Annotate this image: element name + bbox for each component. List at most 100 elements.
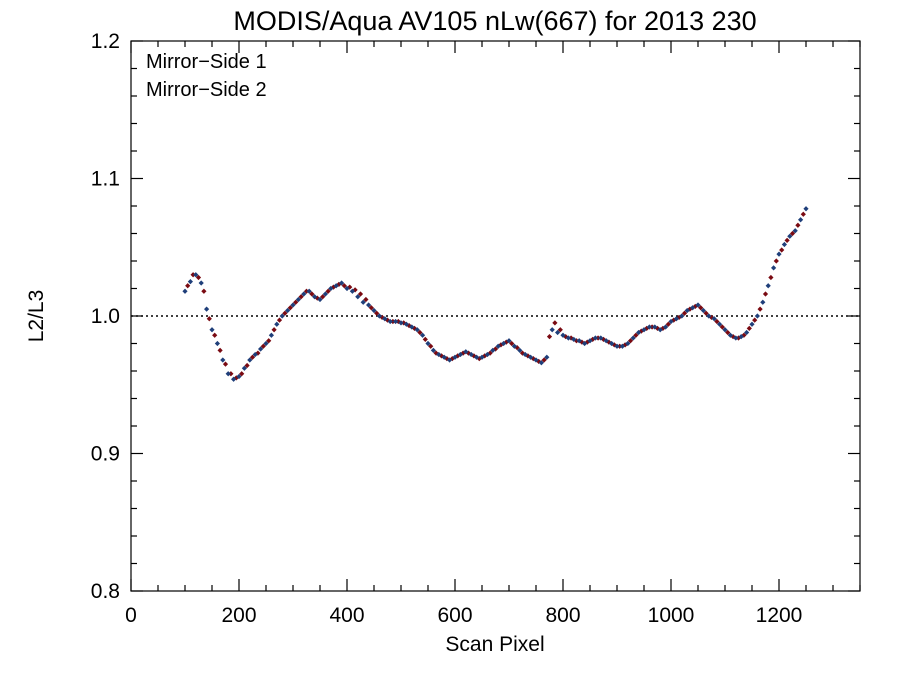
data-point bbox=[457, 351, 463, 358]
data-point bbox=[717, 321, 723, 327]
data-point bbox=[374, 310, 380, 316]
x-tick-label: 200 bbox=[221, 604, 256, 627]
x-axis-label: Scan Pixel bbox=[445, 633, 544, 656]
data-point bbox=[757, 306, 763, 312]
data-point bbox=[627, 338, 634, 344]
data-point bbox=[619, 343, 625, 349]
data-point bbox=[349, 288, 355, 294]
data-point bbox=[268, 332, 274, 338]
data-point bbox=[771, 265, 777, 271]
data-point bbox=[290, 302, 296, 308]
data-point bbox=[387, 318, 393, 325]
data-point bbox=[765, 283, 771, 289]
data-point bbox=[285, 307, 291, 314]
data-point bbox=[560, 332, 566, 338]
data-point bbox=[187, 279, 193, 285]
data-point bbox=[768, 274, 774, 281]
data-point bbox=[241, 365, 247, 371]
data-point bbox=[339, 280, 345, 286]
data-point bbox=[555, 329, 561, 336]
data-point bbox=[244, 362, 250, 369]
data-point bbox=[274, 321, 280, 327]
data-point bbox=[725, 329, 731, 336]
data-point bbox=[617, 343, 623, 349]
data-point bbox=[239, 371, 245, 377]
data-point bbox=[703, 310, 709, 316]
data-point bbox=[568, 335, 574, 341]
data-point bbox=[571, 336, 577, 342]
data-point bbox=[506, 338, 512, 344]
data-point bbox=[714, 318, 720, 325]
data-point bbox=[582, 340, 588, 347]
data-point bbox=[357, 291, 364, 297]
data-point bbox=[428, 343, 434, 349]
data-point bbox=[646, 324, 652, 330]
data-point bbox=[565, 335, 571, 341]
data-point bbox=[212, 332, 218, 338]
data-point bbox=[789, 230, 796, 237]
data-point bbox=[787, 233, 793, 239]
y-tick-label: 0.9 bbox=[91, 443, 120, 466]
data-point bbox=[636, 329, 642, 336]
data-point bbox=[781, 241, 787, 248]
x-tick-label: 800 bbox=[545, 604, 580, 627]
data-point bbox=[214, 340, 220, 347]
data-point bbox=[595, 335, 601, 341]
data-point bbox=[798, 217, 804, 223]
data-point bbox=[341, 283, 347, 289]
data-point bbox=[744, 329, 750, 336]
data-point bbox=[363, 296, 369, 303]
legend-item-mirror-side-2: Mirror−Side 2 bbox=[146, 79, 267, 101]
data-point bbox=[546, 334, 553, 340]
data-point bbox=[436, 351, 442, 358]
data-point bbox=[722, 327, 728, 333]
data-point bbox=[501, 340, 507, 347]
data-point bbox=[495, 343, 501, 349]
data-point bbox=[228, 371, 234, 377]
data-point bbox=[533, 357, 539, 363]
data-point bbox=[746, 325, 752, 331]
data-point bbox=[320, 294, 326, 300]
data-point bbox=[258, 346, 264, 352]
data-point bbox=[220, 357, 226, 363]
data-point bbox=[538, 360, 544, 366]
data-point bbox=[681, 310, 688, 316]
y-axis: 0.8 0.9 1.0 1.1 1.2 bbox=[91, 30, 860, 603]
y-tick-label: 1.0 bbox=[91, 305, 120, 328]
data-point bbox=[719, 324, 725, 330]
data-point bbox=[679, 313, 685, 319]
data-point bbox=[749, 321, 755, 327]
data-point bbox=[425, 340, 431, 347]
data-point bbox=[414, 327, 420, 333]
data-point bbox=[325, 288, 331, 294]
data-point bbox=[773, 258, 779, 264]
data-point bbox=[738, 334, 744, 340]
data-point bbox=[625, 340, 631, 347]
data-point bbox=[231, 376, 237, 382]
data-point bbox=[287, 305, 293, 311]
legend-item-mirror-side-1: Mirror−Side 1 bbox=[146, 51, 267, 73]
data-point bbox=[576, 338, 582, 344]
data-point bbox=[800, 211, 806, 217]
data-point bbox=[698, 305, 704, 311]
data-point bbox=[390, 318, 396, 325]
data-point bbox=[665, 321, 671, 327]
data-point bbox=[190, 272, 196, 278]
data-point bbox=[528, 354, 534, 360]
data-point bbox=[317, 296, 323, 303]
data-point bbox=[422, 336, 428, 342]
x-tick-label: 600 bbox=[437, 604, 472, 627]
data-point bbox=[417, 329, 423, 336]
data-point bbox=[382, 316, 388, 322]
data-point bbox=[544, 354, 550, 360]
data-point bbox=[474, 354, 480, 360]
x-axis: 0 200 400 600 800 1000 1200 bbox=[125, 41, 861, 627]
x-tick-label: 0 bbox=[125, 604, 137, 627]
data-point bbox=[754, 313, 760, 319]
data-point bbox=[733, 335, 739, 341]
data-point bbox=[795, 222, 801, 228]
data-point bbox=[430, 347, 436, 353]
data-point bbox=[609, 340, 615, 347]
data-point bbox=[727, 332, 733, 338]
series-mirror-side-2 bbox=[185, 211, 806, 381]
